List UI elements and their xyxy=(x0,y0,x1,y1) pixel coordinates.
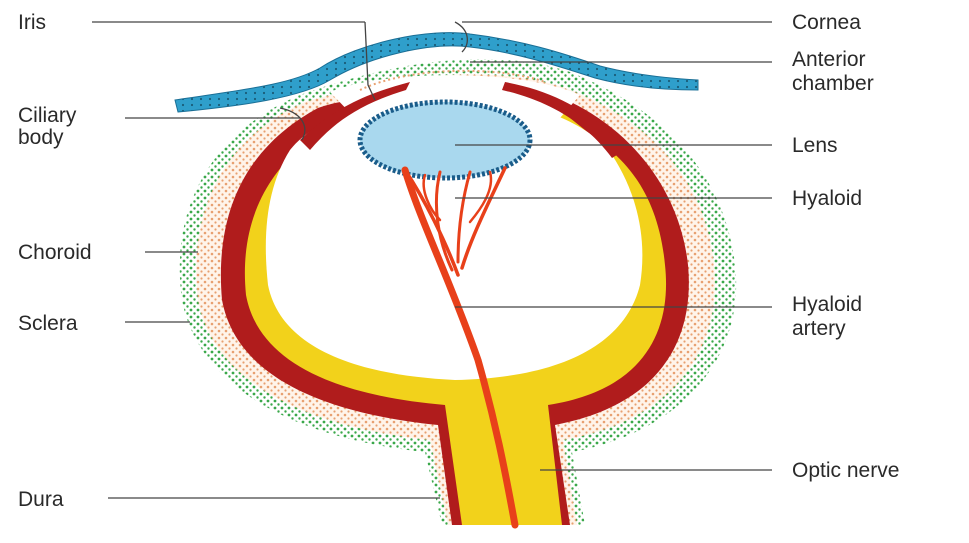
label-hyaloid-artery-line1: Hyaloid xyxy=(792,293,862,316)
iris-left xyxy=(300,82,410,150)
cornea-layer xyxy=(174,32,699,113)
leader-lines xyxy=(92,21,772,499)
label-optic-nerve: Optic nerve xyxy=(792,459,899,482)
iris-right xyxy=(502,82,625,158)
label-anterior-chamber-line1: Anterior xyxy=(792,48,866,71)
label-anterior-chamber-line2: chamber xyxy=(792,72,874,95)
vitreous-body xyxy=(265,96,643,380)
lens xyxy=(357,99,533,181)
label-sclera: Sclera xyxy=(18,312,78,335)
label-ciliary-body-line2: body xyxy=(18,126,64,149)
label-lens: Lens xyxy=(792,134,838,157)
label-iris: Iris xyxy=(18,11,46,34)
label-hyaloid: Hyaloid xyxy=(792,187,862,210)
label-hyaloid-artery-line2: artery xyxy=(792,317,846,340)
label-cornea: Cornea xyxy=(792,11,861,34)
hyaloid-vessels xyxy=(401,166,519,529)
label-choroid: Choroid xyxy=(18,241,92,264)
anterior-chamber-boundary xyxy=(359,69,546,91)
label-ciliary-body-line1: Ciliary xyxy=(18,104,77,127)
label-dura: Dura xyxy=(18,488,64,511)
